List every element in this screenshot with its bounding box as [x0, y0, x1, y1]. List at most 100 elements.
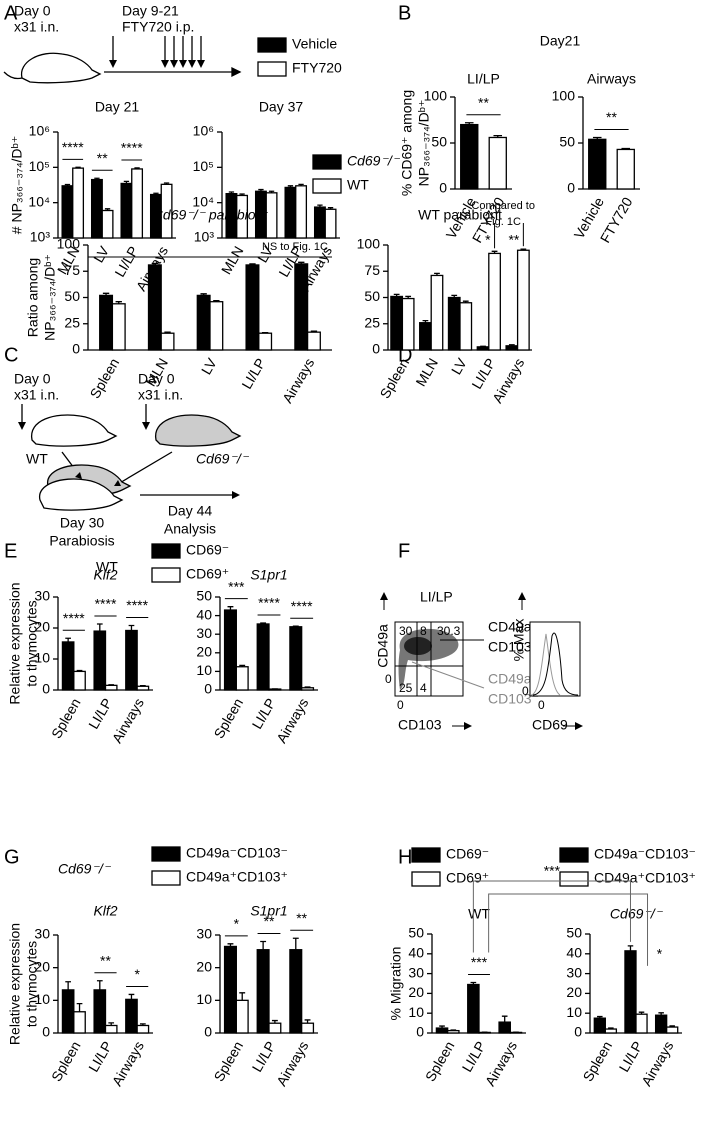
y-tick-label: 75 — [364, 262, 380, 278]
bar — [459, 302, 473, 351]
y-tick-label: 10 — [34, 991, 50, 1007]
x-tick-label: LI/LP — [111, 243, 141, 279]
arrow-head — [231, 66, 242, 78]
error-bar — [260, 622, 267, 624]
flow-axis-label: CD69 — [532, 717, 568, 733]
error-bar — [292, 937, 299, 950]
arrow — [117, 451, 173, 485]
error-bar — [292, 625, 299, 627]
y-tick-label: 30 — [408, 964, 424, 980]
y-tick-label: 50 — [364, 288, 380, 304]
y-tick-label: 0 — [204, 681, 212, 697]
significance: *** — [544, 863, 561, 879]
y-tick-label: 0 — [42, 681, 50, 697]
quadrant-value: 8 — [420, 624, 427, 638]
error-bar — [608, 1027, 614, 1030]
y-axis-label: % Migration — [388, 947, 404, 1021]
bar — [125, 629, 138, 691]
bar — [476, 346, 490, 351]
panel-label: F — [398, 540, 410, 562]
bar — [160, 332, 175, 351]
significance: **** — [291, 598, 313, 614]
y-tick-label: 0 — [574, 1024, 582, 1040]
bar — [324, 208, 337, 239]
legend-swatch — [411, 847, 441, 863]
legend-swatch — [257, 61, 287, 77]
y-tick-label: 20 — [408, 984, 424, 1000]
y-axis-label: to thymocytes — [24, 600, 40, 686]
bar — [147, 264, 162, 351]
chart-title: Cd69⁻/⁻ parabiont — [153, 207, 269, 223]
bar — [401, 297, 415, 351]
legend-label: WT — [347, 177, 369, 193]
bar — [120, 182, 133, 239]
axis-arrow — [383, 596, 579, 727]
callout-text: CD103⁻ — [488, 691, 539, 707]
y-tick-label: 75 — [64, 262, 80, 278]
error-bar — [470, 981, 477, 985]
mouse-icon — [155, 414, 242, 447]
y-tick-label: 0 — [42, 1024, 50, 1040]
y-tick-label: 0 — [439, 180, 447, 196]
y-axis-label: to thymocytes — [24, 941, 40, 1027]
bar — [131, 168, 144, 239]
bar — [430, 274, 444, 351]
legend-swatch — [151, 870, 181, 886]
bar — [73, 1011, 86, 1034]
chart-title: Cd69⁻/⁻ — [610, 906, 664, 922]
y-tick-label: 100 — [57, 236, 81, 252]
significance: ** — [264, 913, 275, 929]
bar — [289, 626, 303, 691]
y-tick-label: 30 — [34, 588, 50, 604]
bar — [301, 1022, 315, 1034]
y-tick-label: 40 — [566, 945, 582, 961]
bar — [136, 685, 150, 691]
bar — [101, 209, 114, 239]
error-bar — [450, 1029, 457, 1031]
x-tick-label: LI/LP — [468, 355, 498, 391]
significance: **** — [63, 610, 85, 626]
mouse-icon — [39, 478, 124, 511]
panel-label: H — [398, 846, 412, 868]
x-tick-label: Spleen — [210, 695, 246, 741]
error-bar — [151, 262, 159, 265]
panel-label: B — [398, 2, 411, 24]
note: NS to Fig. 1C — [262, 241, 328, 253]
significance: * — [234, 916, 240, 932]
y-tick-label: 50 — [566, 925, 582, 941]
x-tick-label: LI/LP — [249, 695, 279, 731]
x-tick-label: MLN — [218, 243, 247, 277]
error-bar — [439, 1025, 445, 1029]
y-tick-label: 10⁶ — [193, 123, 214, 139]
legend-swatch — [411, 871, 441, 887]
bar — [258, 332, 273, 351]
dose-heads — [109, 60, 205, 68]
y-tick-label: 20 — [34, 958, 50, 974]
error-bar — [140, 1023, 146, 1026]
bar — [256, 949, 270, 1034]
bar — [223, 945, 237, 1034]
error-bar — [108, 1022, 115, 1026]
legend-label: CD69⁺ — [186, 566, 229, 582]
error-bar — [96, 623, 103, 632]
bar — [268, 1022, 282, 1034]
chart-title: S1pr1 — [250, 903, 287, 919]
error-bar — [304, 686, 311, 688]
bar — [93, 989, 107, 1034]
error-bar — [65, 981, 71, 990]
error-bar — [669, 1025, 675, 1028]
bar — [666, 1026, 679, 1034]
significance: **** — [258, 595, 280, 611]
y-tick-label: 25 — [64, 314, 80, 330]
bar — [90, 178, 103, 239]
legend-swatch — [257, 37, 287, 53]
bar — [306, 331, 321, 351]
diagram-text: x31 i.n. — [14, 387, 59, 403]
error-bar — [327, 207, 334, 210]
bar — [104, 1024, 118, 1034]
error-bar — [213, 300, 220, 302]
axis-zero: 0 — [385, 672, 392, 686]
y-tick-label: 0 — [416, 1024, 424, 1040]
panel-label: C — [4, 344, 18, 366]
bar — [488, 252, 501, 351]
